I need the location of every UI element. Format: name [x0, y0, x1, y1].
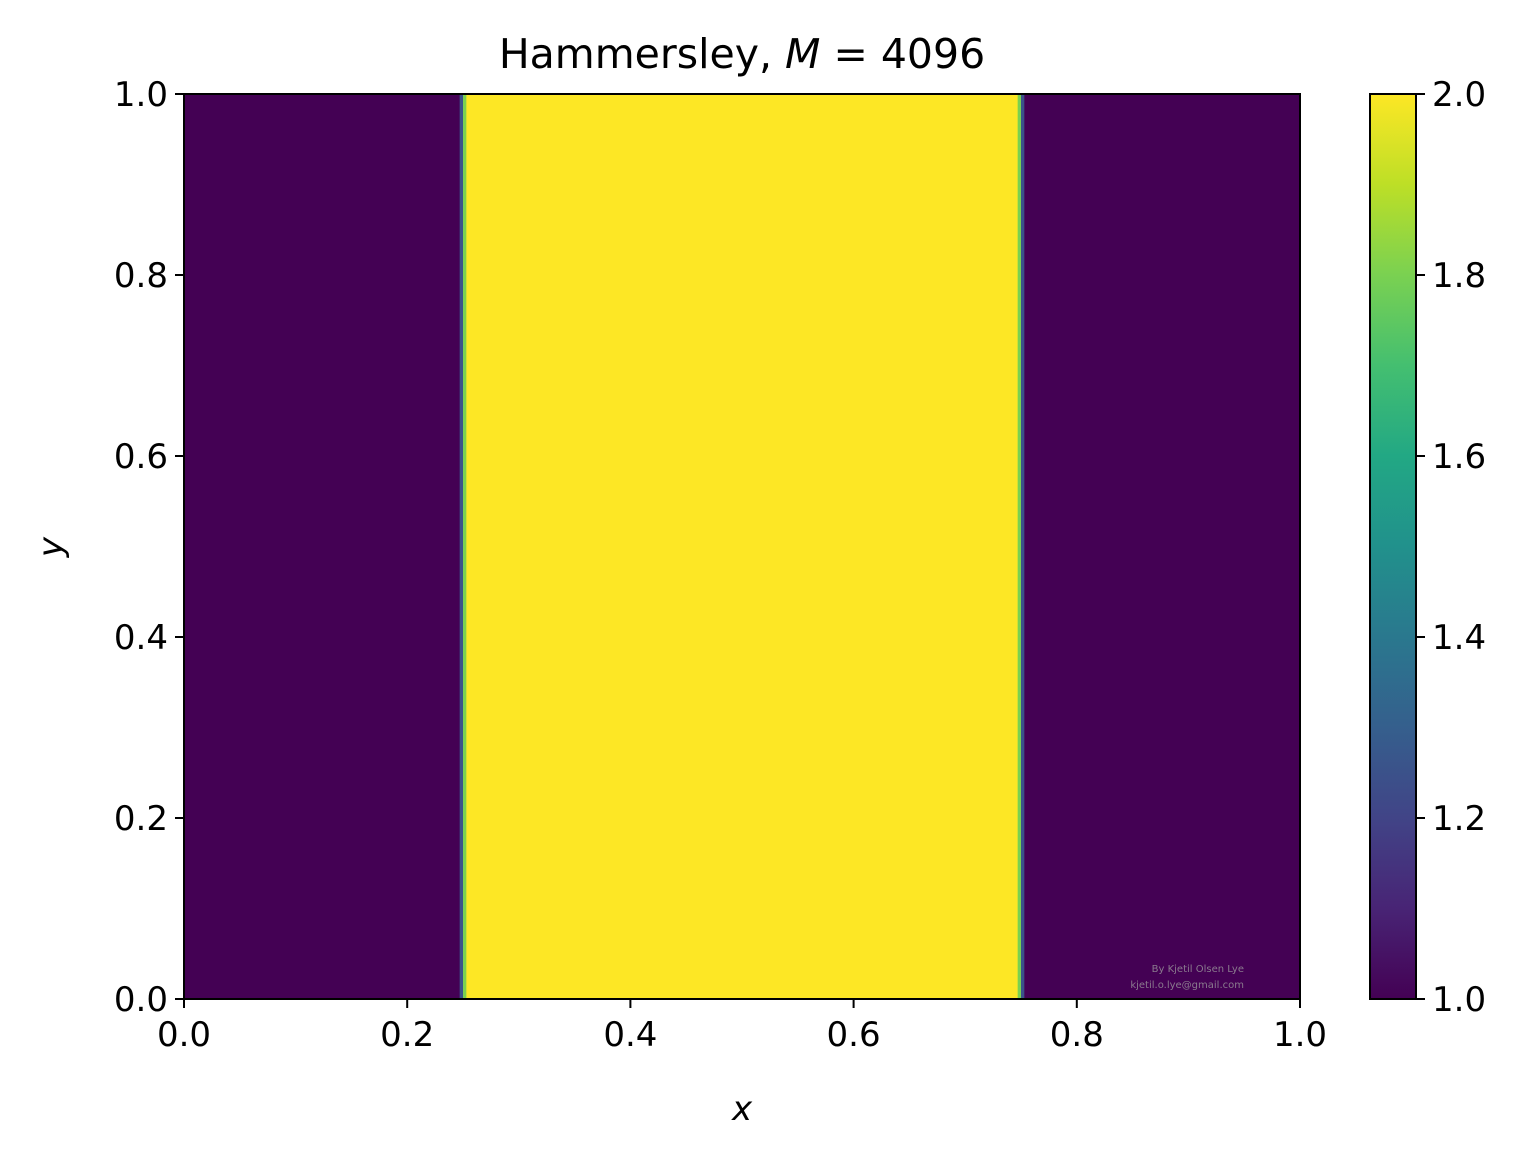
heatmap-region-6 — [1024, 94, 1301, 999]
colorbar-tick-label: 1.4 — [1432, 618, 1486, 658]
x-tick-label: 0.2 — [380, 1015, 434, 1055]
chart-title: Hammersley, M = 4096 — [499, 30, 985, 78]
chart-title-variable: M — [785, 30, 820, 78]
colorbar-tick-label: 1.6 — [1432, 437, 1486, 477]
chart-title-value: = 4096 — [820, 30, 985, 78]
colorbar-tick-label: 1.0 — [1432, 980, 1486, 1020]
y-axis-label: y — [31, 536, 71, 558]
y-tick-label: 0.2 — [114, 799, 168, 839]
heatmap-region-5 — [1021, 94, 1025, 999]
colorbar-gradient — [1370, 94, 1416, 999]
heatmap-region-2 — [463, 94, 467, 999]
x-tick-label: 0.0 — [157, 1015, 211, 1055]
colorbar-tick-label: 1.8 — [1432, 256, 1486, 296]
x-axis-label: x — [731, 1089, 753, 1129]
y-tick-label: 1.0 — [114, 75, 168, 115]
colorbar-tick-label: 1.2 — [1432, 799, 1486, 839]
watermark-email: kjetil.o.lye@gmail.com — [1130, 980, 1244, 991]
plot-frame — [183, 93, 1301, 1000]
colorbar-tick-label: 2.0 — [1432, 75, 1486, 115]
y-tick-label: 0.6 — [114, 437, 168, 477]
y-tick-label: 0.4 — [114, 618, 168, 658]
y-tick-label: 0.8 — [114, 256, 168, 296]
heatmap-region-4 — [1017, 94, 1022, 999]
y-tick-label: 0.0 — [114, 980, 168, 1020]
x-tick-label: 1.0 — [1273, 1015, 1327, 1055]
chart-title-prefix: Hammersley, — [499, 30, 785, 78]
y-axis-ticks: 0.0 0.2 0.4 0.6 0.8 1.0 — [114, 75, 184, 1020]
heatmap-regions — [184, 94, 1301, 999]
colorbar-ticks: 1.0 1.2 1.4 1.6 1.8 2.0 — [1416, 75, 1486, 1020]
x-tick-label: 0.6 — [827, 1015, 881, 1055]
heatmap-region-0 — [184, 94, 461, 999]
watermark-author: By Kjetil Olsen Lye — [1152, 964, 1244, 975]
x-tick-label: 0.4 — [603, 1015, 657, 1055]
x-tick-label: 0.8 — [1050, 1015, 1104, 1055]
heatmap-region-1 — [459, 94, 464, 999]
heatmap-region-3 — [466, 94, 1019, 999]
x-axis-ticks: 0.0 0.2 0.4 0.6 0.8 1.0 — [157, 999, 1327, 1055]
colorbar-frame — [1369, 93, 1417, 1000]
